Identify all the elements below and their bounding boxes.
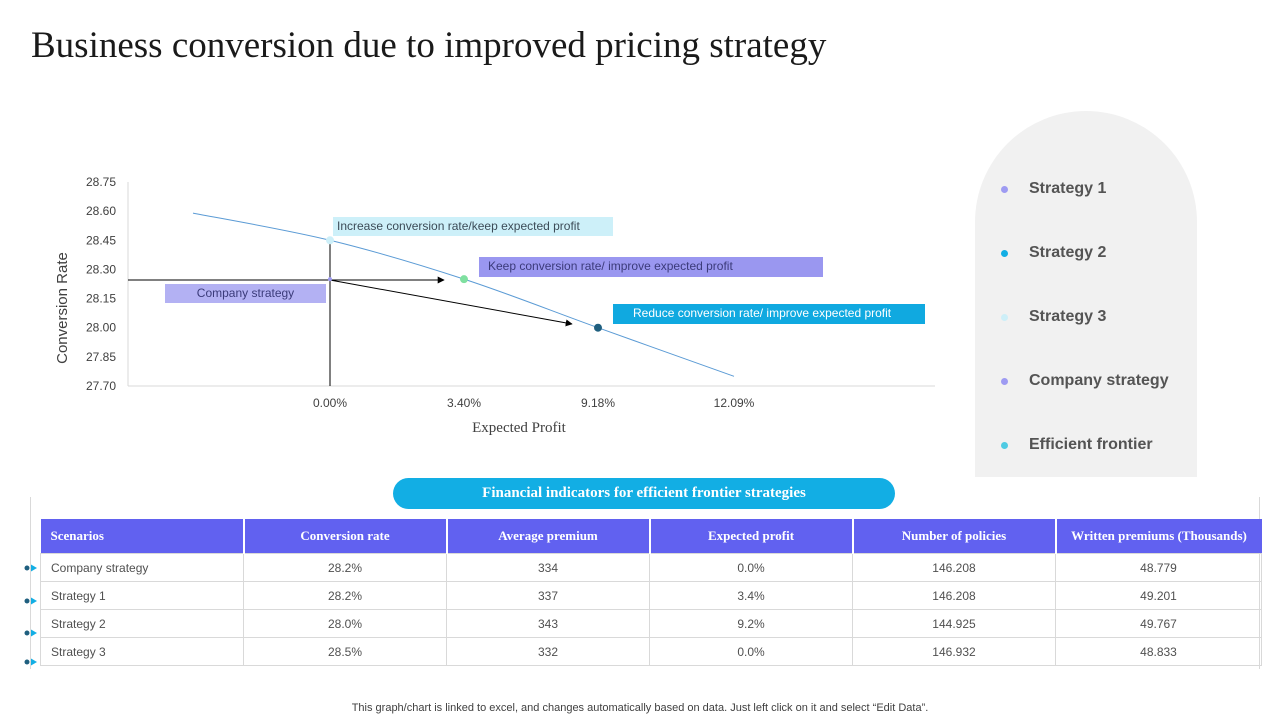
legend-item-company-strategy: Company strategy <box>1001 371 1169 391</box>
table-cell: 28.5% <box>243 637 447 666</box>
table-cell: 146.208 <box>852 553 1056 582</box>
legend-item-strategy-2: Strategy 2 <box>1001 243 1106 263</box>
y-tick-label: 28.75 <box>86 175 116 189</box>
y-tick-label: 28.45 <box>86 233 116 247</box>
table-cell: 334 <box>446 553 650 582</box>
annotation-company-strategy: Company strategy <box>165 284 326 303</box>
legend-label: Company strategy <box>1029 372 1169 389</box>
legend-panel: Strategy 1 Strategy 2 Strategy 3 Company… <box>975 111 1197 477</box>
table-cell: 28.0% <box>243 609 447 638</box>
y-tick-label: 28.00 <box>86 321 116 335</box>
x-tick-label: 3.40% <box>447 396 481 410</box>
table-cell: 146.932 <box>852 637 1056 666</box>
header-expected-profit: Expected profit <box>648 519 853 554</box>
header-conversion-rate: Conversion rate <box>242 519 447 554</box>
table-caption: Financial indicators for efficient front… <box>393 478 895 509</box>
annotation-keep: Keep conversion rate/ improve expected p… <box>479 257 823 277</box>
row-marker-icon <box>24 658 37 666</box>
legend-label: Strategy 1 <box>1029 180 1107 197</box>
legend-label: Strategy 2 <box>1029 244 1107 261</box>
legend-dot <box>1001 185 1008 193</box>
x-tick-label: 12.09% <box>714 396 755 410</box>
financial-indicators-table: Scenarios Conversion rate Average premiu… <box>40 519 1262 666</box>
x-axis-title: Expected Profit <box>472 420 567 436</box>
row-marker-icon <box>24 629 37 637</box>
table-cell: 48.779 <box>1055 553 1262 582</box>
y-tick-label: 28.30 <box>86 262 116 276</box>
legend-label: Efficient frontier <box>1029 436 1153 453</box>
header-scenarios: Scenarios <box>40 519 244 554</box>
legend-dot <box>1001 441 1008 449</box>
table-row: Strategy 3 28.5% 332 0.0% 146.932 48.833 <box>40 637 1262 666</box>
legend-dot <box>1001 313 1008 321</box>
header-average-premium: Average premium <box>445 519 650 554</box>
table-cell: 9.2% <box>649 609 853 638</box>
table-cell: 49.201 <box>1055 581 1262 610</box>
table-cell: 0.0% <box>649 553 853 582</box>
annotation-increase: Increase conversion rate/keep expected p… <box>333 217 613 236</box>
legend-item-strategy-1: Strategy 1 <box>1001 179 1106 199</box>
y-axis-title: Conversion Rate <box>54 252 71 364</box>
table-cell: 343 <box>446 609 650 638</box>
row-marker-icon <box>24 564 37 572</box>
page-title: Business conversion due to improved pric… <box>31 25 827 66</box>
table-cell: 337 <box>446 581 650 610</box>
header-written-premiums: Written premiums (Thousands) <box>1054 519 1262 554</box>
arrow-to-strategy-2 <box>329 279 573 327</box>
annotation-reduce: Reduce conversion rate/ improve expected… <box>613 304 925 324</box>
legend-dot <box>1001 249 1008 257</box>
table-cell: 3.4% <box>649 581 853 610</box>
legend-label: Strategy 3 <box>1029 308 1107 325</box>
table-frame-left <box>30 497 31 669</box>
x-tick-label: 0.00% <box>313 396 347 410</box>
y-tick-label: 28.60 <box>86 204 116 218</box>
table-cell: 48.833 <box>1055 637 1262 666</box>
marker-strategy-1 <box>460 275 468 284</box>
table-cell: 0.0% <box>649 637 853 666</box>
legend-item-strategy-3: Strategy 3 <box>1001 307 1106 327</box>
table-cell: 332 <box>446 637 650 666</box>
table-cell: 28.2% <box>243 581 447 610</box>
footer-note: This graph/chart is linked to excel, and… <box>351 702 929 714</box>
table-cell: Strategy 2 <box>40 609 244 638</box>
y-tick-label: 28.15 <box>86 292 116 306</box>
table-cell: 28.2% <box>243 553 447 582</box>
table-cell: Company strategy <box>40 553 244 582</box>
table-cell: Strategy 1 <box>40 581 244 610</box>
marker-strategy-2 <box>594 323 602 332</box>
table-header-row: Scenarios Conversion rate Average premiu… <box>40 519 1262 554</box>
marker-strategy-3 <box>326 236 334 245</box>
legend-dot <box>1001 377 1008 385</box>
y-tick-label: 27.70 <box>86 379 116 393</box>
marker-company-strategy <box>328 277 332 282</box>
y-tick-label: 27.85 <box>86 350 116 364</box>
table-cell: 146.208 <box>852 581 1056 610</box>
x-tick-label: 9.18% <box>581 396 615 410</box>
row-marker-icon <box>24 597 37 605</box>
legend-item-efficient-frontier: Efficient frontier <box>1001 435 1153 455</box>
table-cell: Strategy 3 <box>40 637 244 666</box>
table-cell: 144.925 <box>852 609 1056 638</box>
table-cell: 49.767 <box>1055 609 1262 638</box>
frontier-chart: 28.75 28.60 28.45 28.30 28.15 28.00 27.85 27.70… <box>54 175 935 436</box>
table-row: Strategy 2 28.0% 343 9.2% 144.925 49.767 <box>40 609 1262 638</box>
header-number-of-policies: Number of policies <box>851 519 1056 554</box>
table-row: Strategy 1 28.2% 337 3.4% 146.208 49.201 <box>40 581 1262 610</box>
table-row: Company strategy 28.2% 334 0.0% 146.208 … <box>40 553 1262 582</box>
